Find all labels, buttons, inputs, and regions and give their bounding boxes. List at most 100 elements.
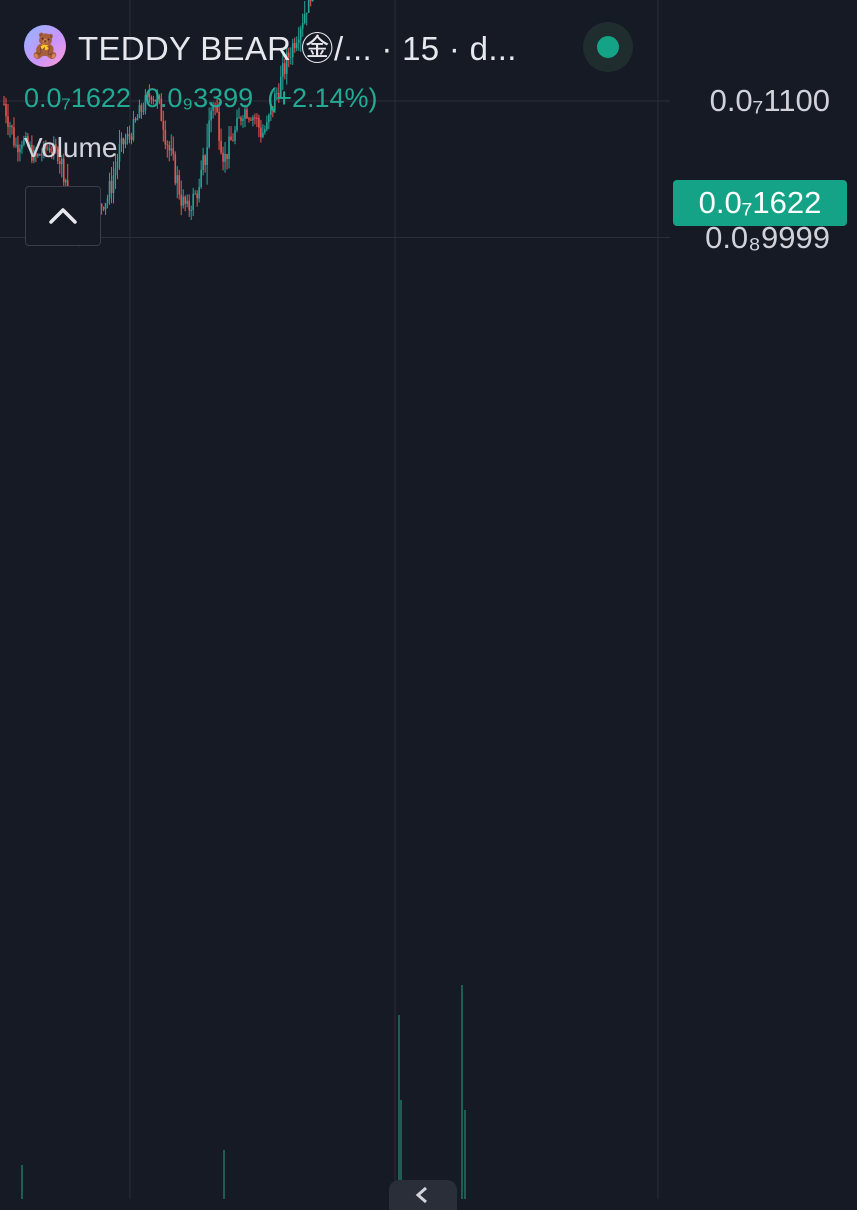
chart-header[interactable]: 🧸 TEDDY BEAR ㊎/... · 15 · d... — [24, 25, 517, 67]
candle — [136, 118, 139, 121]
candle — [33, 150, 35, 161]
candle — [305, 12, 308, 15]
candle — [289, 57, 292, 59]
candle — [264, 129, 266, 133]
candle — [29, 145, 31, 147]
candle — [188, 200, 191, 211]
candle — [178, 175, 181, 195]
candle — [176, 175, 179, 184]
change-abs: 0.0₉3399 — [144, 83, 254, 113]
candle — [56, 149, 59, 162]
candle — [184, 196, 187, 204]
candle — [45, 144, 47, 149]
candle — [43, 144, 45, 155]
candle — [280, 76, 282, 98]
candle — [27, 136, 29, 146]
candle — [192, 193, 194, 211]
candle — [226, 153, 228, 160]
candle — [272, 106, 274, 111]
candle — [66, 180, 69, 191]
candle — [248, 118, 250, 120]
market-status-indicator[interactable] — [583, 22, 633, 72]
candle — [132, 119, 135, 140]
candle — [41, 154, 43, 156]
candle — [234, 130, 236, 141]
candle — [246, 109, 248, 119]
candle — [62, 158, 65, 183]
candle — [180, 194, 183, 206]
candle — [54, 144, 57, 150]
candle — [220, 140, 222, 153]
candle — [7, 116, 9, 127]
candle — [102, 207, 105, 210]
candle — [309, 0, 312, 2]
candle — [228, 136, 230, 160]
candle — [150, 97, 153, 100]
candle — [210, 110, 212, 121]
volume-indicator-label[interactable]: Volume — [24, 132, 118, 163]
candle — [49, 148, 51, 152]
candle — [230, 136, 232, 141]
candle — [200, 169, 202, 188]
candle — [311, 0, 314, 2]
candle — [202, 155, 204, 170]
candle — [25, 136, 27, 139]
candle — [156, 95, 159, 102]
candle — [104, 203, 107, 210]
symbol-title[interactable]: TEDDY BEAR ㊎/... · 15 · d... — [78, 30, 517, 67]
scroll-handle[interactable] — [389, 1180, 457, 1210]
change-pct: (+2.14%) — [267, 83, 378, 113]
last-price: 0.0₇1622 — [24, 83, 131, 113]
candle — [100, 203, 103, 208]
candle — [154, 99, 157, 102]
candle — [212, 105, 214, 111]
candle — [283, 63, 286, 74]
candle — [287, 52, 290, 58]
candle — [274, 93, 276, 111]
candle — [17, 144, 19, 153]
candle — [190, 210, 192, 212]
collapse-legend-button[interactable] — [25, 186, 101, 246]
candle — [182, 196, 185, 206]
candle — [270, 106, 272, 115]
candle — [21, 144, 23, 149]
candle — [238, 117, 240, 119]
candle — [299, 28, 302, 40]
candle — [146, 93, 149, 96]
candle — [278, 92, 280, 98]
candle — [170, 148, 173, 151]
candle — [112, 175, 115, 194]
candle — [138, 105, 141, 119]
candle — [172, 148, 175, 155]
candle — [196, 193, 198, 199]
candle — [258, 117, 260, 128]
candle — [37, 154, 39, 157]
candle — [158, 95, 161, 99]
candle — [3, 103, 5, 105]
candle — [120, 138, 123, 145]
candle — [15, 144, 17, 146]
candle — [162, 120, 165, 130]
candle — [50, 151, 53, 153]
current-price-tag: 0.0₇1622 — [673, 180, 847, 226]
candle — [276, 92, 278, 94]
candle — [224, 153, 226, 162]
arrow-left-icon — [415, 1186, 427, 1204]
candle — [291, 43, 294, 58]
candle — [236, 117, 238, 131]
candle — [262, 132, 264, 138]
price-scale-label: 0.0₇1100 — [709, 83, 830, 119]
candle — [232, 140, 234, 142]
candle — [128, 134, 131, 137]
candle — [64, 180, 67, 183]
candle — [194, 193, 196, 195]
candle — [60, 158, 63, 165]
candle — [126, 134, 129, 140]
price-summary: 0.0₇1622 0.0₉3399 (+2.14%) — [24, 83, 392, 114]
candle — [254, 117, 256, 119]
candle — [58, 161, 61, 165]
candle — [148, 93, 151, 98]
chevron-up-icon — [49, 208, 77, 224]
candle — [297, 39, 300, 43]
